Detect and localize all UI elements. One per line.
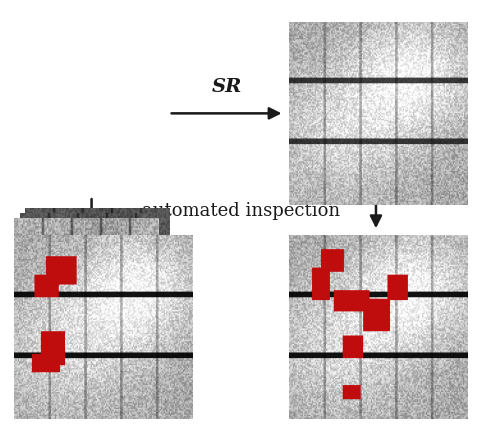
Text: automated inspection: automated inspection <box>142 202 340 221</box>
Text: SR: SR <box>211 78 242 96</box>
